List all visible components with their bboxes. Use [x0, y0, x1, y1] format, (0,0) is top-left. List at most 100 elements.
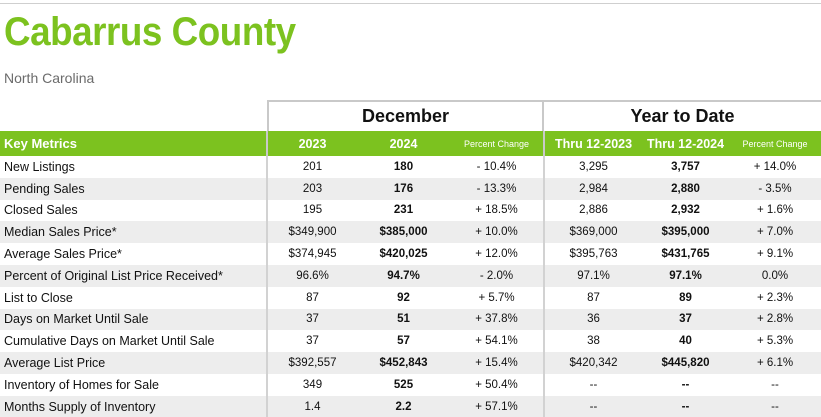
table-row: New Listings 201 180 - 10.4% 3,295 3,757 + 14.…	[0, 156, 821, 178]
dec-2024-cell: $385,000	[357, 221, 450, 244]
dec-2024-cell: 57	[397, 335, 410, 348]
ytd-2023-cell: $395,763	[543, 243, 642, 265]
ytd-2023-cell: $369,000	[543, 221, 642, 244]
dec-2023-cell: 195	[266, 199, 357, 222]
ytd-2023-cell: 97.1%	[543, 264, 642, 287]
ytd-2024-cell: --	[642, 395, 729, 417]
table-row: Median Sales Price* $349,900 $385,000 + 10.…	[0, 221, 821, 244]
ytd-percent-change-cell: + 14.0%	[753, 160, 797, 173]
metric-name-cell: Average Sales Price*	[4, 247, 122, 262]
ytd-2024-cell: 37	[642, 308, 729, 331]
dec-2024-cell: 2.2	[357, 395, 450, 417]
dec-2023-cell: 87	[266, 286, 357, 309]
ytd-percent-change-cell: + 2.8%	[729, 308, 821, 331]
column-header-dec-2024: 2024	[357, 131, 450, 156]
metric-name-cell: New Listings	[4, 159, 75, 174]
ytd-percent-change-cell: + 6.1%	[729, 352, 821, 374]
metric-name-cell: Cumulative Days on Market Until Sale	[4, 334, 215, 349]
table-row: Percent of Original List Price Received*…	[0, 264, 821, 287]
table-row: Average List Price $392,557 $452,843 + 15.4…	[0, 352, 821, 374]
dec-percent-change-cell: + 54.1%	[475, 335, 518, 348]
ytd-percent-change-cell: + 7.0%	[729, 221, 821, 244]
metric-name-cell: Percent of Original List Price Received*	[0, 264, 267, 287]
ytd-percent-change-cell: 0.0%	[729, 264, 821, 287]
dec-2023-cell: 349	[266, 373, 357, 396]
dec-percent-change-cell: + 10.0%	[450, 221, 544, 244]
dec-2023-cell: $392,557	[266, 352, 357, 374]
dec-2023-cell: 96.6%	[266, 264, 357, 287]
ytd-2023-cell: 36	[543, 308, 642, 331]
table-row: List to Close 87 92 + 5.7% 87 89 + 2.3%	[0, 286, 821, 309]
dec-2023-cell: 37	[266, 330, 357, 353]
ytd-2023-cell: --	[543, 395, 642, 417]
dec-2023-cell: $374,945	[266, 243, 357, 265]
table-body: New Listings 201 180 - 10.4% 3,295 3,757 + 14.…	[0, 156, 821, 417]
dec-2024-cell: 180	[393, 160, 414, 173]
column-header-ytd-2024: Thru 12-2024	[642, 131, 729, 156]
ytd-percent-change-cell: + 1.6%	[756, 204, 794, 217]
ytd-2024-cell: 97.1%	[642, 264, 729, 287]
ytd-2024-cell: --	[681, 378, 690, 391]
ytd-group-frame	[544, 100, 821, 155]
column-header-ytd-percent-change: Percent Change	[729, 131, 821, 156]
ytd-percent-change-cell: - 3.5%	[729, 177, 821, 200]
dec-2024-cell: 92	[397, 291, 410, 304]
dec-percent-change-cell: - 10.4%	[476, 160, 517, 173]
metric-name-cell: Median Sales Price*	[0, 221, 267, 244]
ytd-2023-cell: 2,886	[543, 199, 642, 222]
page-subtitle: North Carolina	[4, 70, 95, 86]
dec-percent-change-cell: - 2.0%	[450, 264, 544, 287]
column-header-dec-2023: 2023	[266, 131, 357, 156]
metric-name-cell: Months Supply of Inventory	[0, 395, 267, 417]
dec-2023-cell: 201	[266, 156, 357, 178]
dec-2024-cell: 231	[393, 204, 414, 217]
column-header-metric: Key Metrics	[0, 131, 267, 156]
top-divider	[0, 3, 821, 4]
ytd-percent-change-cell: --	[771, 378, 779, 391]
table-row: Inventory of Homes for Sale 349 525 + 50.4%…	[0, 373, 821, 396]
table-row: Days on Market Until Sale 37 51 + 37.8% 36 37…	[0, 308, 821, 331]
dec-2024-cell: $420,025	[379, 248, 428, 261]
ytd-2024-cell: $431,765	[661, 248, 710, 261]
metric-name-cell: Inventory of Homes for Sale	[4, 377, 159, 392]
page-title: Cabarrus County	[4, 10, 296, 54]
dec-2024-cell: 176	[357, 177, 450, 200]
column-header-dec-percent-change: Percent Change	[450, 131, 544, 156]
ytd-2023-cell: 38	[543, 330, 642, 353]
table-row: Months Supply of Inventory 1.4 2.2 + 57.1% -…	[0, 395, 821, 417]
ytd-percent-change-cell: + 5.3%	[756, 335, 794, 348]
metric-name-cell: Closed Sales	[4, 203, 78, 218]
december-group-frame	[267, 100, 544, 155]
ytd-2024-cell: $395,000	[642, 221, 729, 244]
ytd-2023-cell: 87	[543, 286, 642, 309]
ytd-2023-cell: 2,984	[543, 177, 642, 200]
ytd-percent-change-cell: + 2.3%	[756, 291, 794, 304]
december-group-header: December	[361, 106, 450, 126]
dec-percent-change-cell: + 50.4%	[475, 378, 518, 391]
dec-percent-change-cell: - 13.3%	[450, 177, 544, 200]
dec-percent-change-cell: + 37.8%	[450, 308, 544, 331]
ytd-percent-change-cell: + 9.1%	[756, 248, 794, 261]
metric-name-cell: Pending Sales	[0, 177, 267, 200]
dec-2024-cell: 525	[393, 378, 414, 391]
dec-2024-cell: $452,843	[357, 352, 450, 374]
dec-percent-change-cell: + 5.7%	[478, 291, 515, 304]
column-header-ytd-2023: Thru 12-2023	[543, 131, 642, 156]
ytd-2023-cell: 3,295	[543, 156, 642, 178]
dec-percent-change-cell: + 18.5%	[475, 204, 518, 217]
table-row: Average Sales Price* $374,945 $420,025 + 12…	[0, 243, 821, 265]
dec-percent-change-cell: + 15.4%	[450, 352, 544, 374]
table-row: Pending Sales 203 176- 13.3% 2,984 2,880- 3.…	[0, 177, 821, 200]
ytd-2024-cell: 89	[679, 291, 692, 304]
dec-2024-cell: 94.7%	[357, 264, 450, 287]
dec-2024-cell: 51	[357, 308, 450, 331]
table-row: Cumulative Days on Market Until Sale 37 57…	[0, 330, 821, 353]
metric-name-cell: Days on Market Until Sale	[0, 308, 267, 331]
ytd-2024-cell: 40	[679, 335, 692, 348]
ytd-2023-cell: --	[543, 373, 642, 396]
ytd-2024-cell: 2,932	[671, 204, 700, 217]
dec-2023-cell: 1.4	[266, 395, 357, 417]
dec-percent-change-cell: + 57.1%	[450, 395, 544, 417]
ytd-2024-cell: 2,880	[642, 177, 729, 200]
metric-name-cell: List to Close	[4, 290, 73, 305]
